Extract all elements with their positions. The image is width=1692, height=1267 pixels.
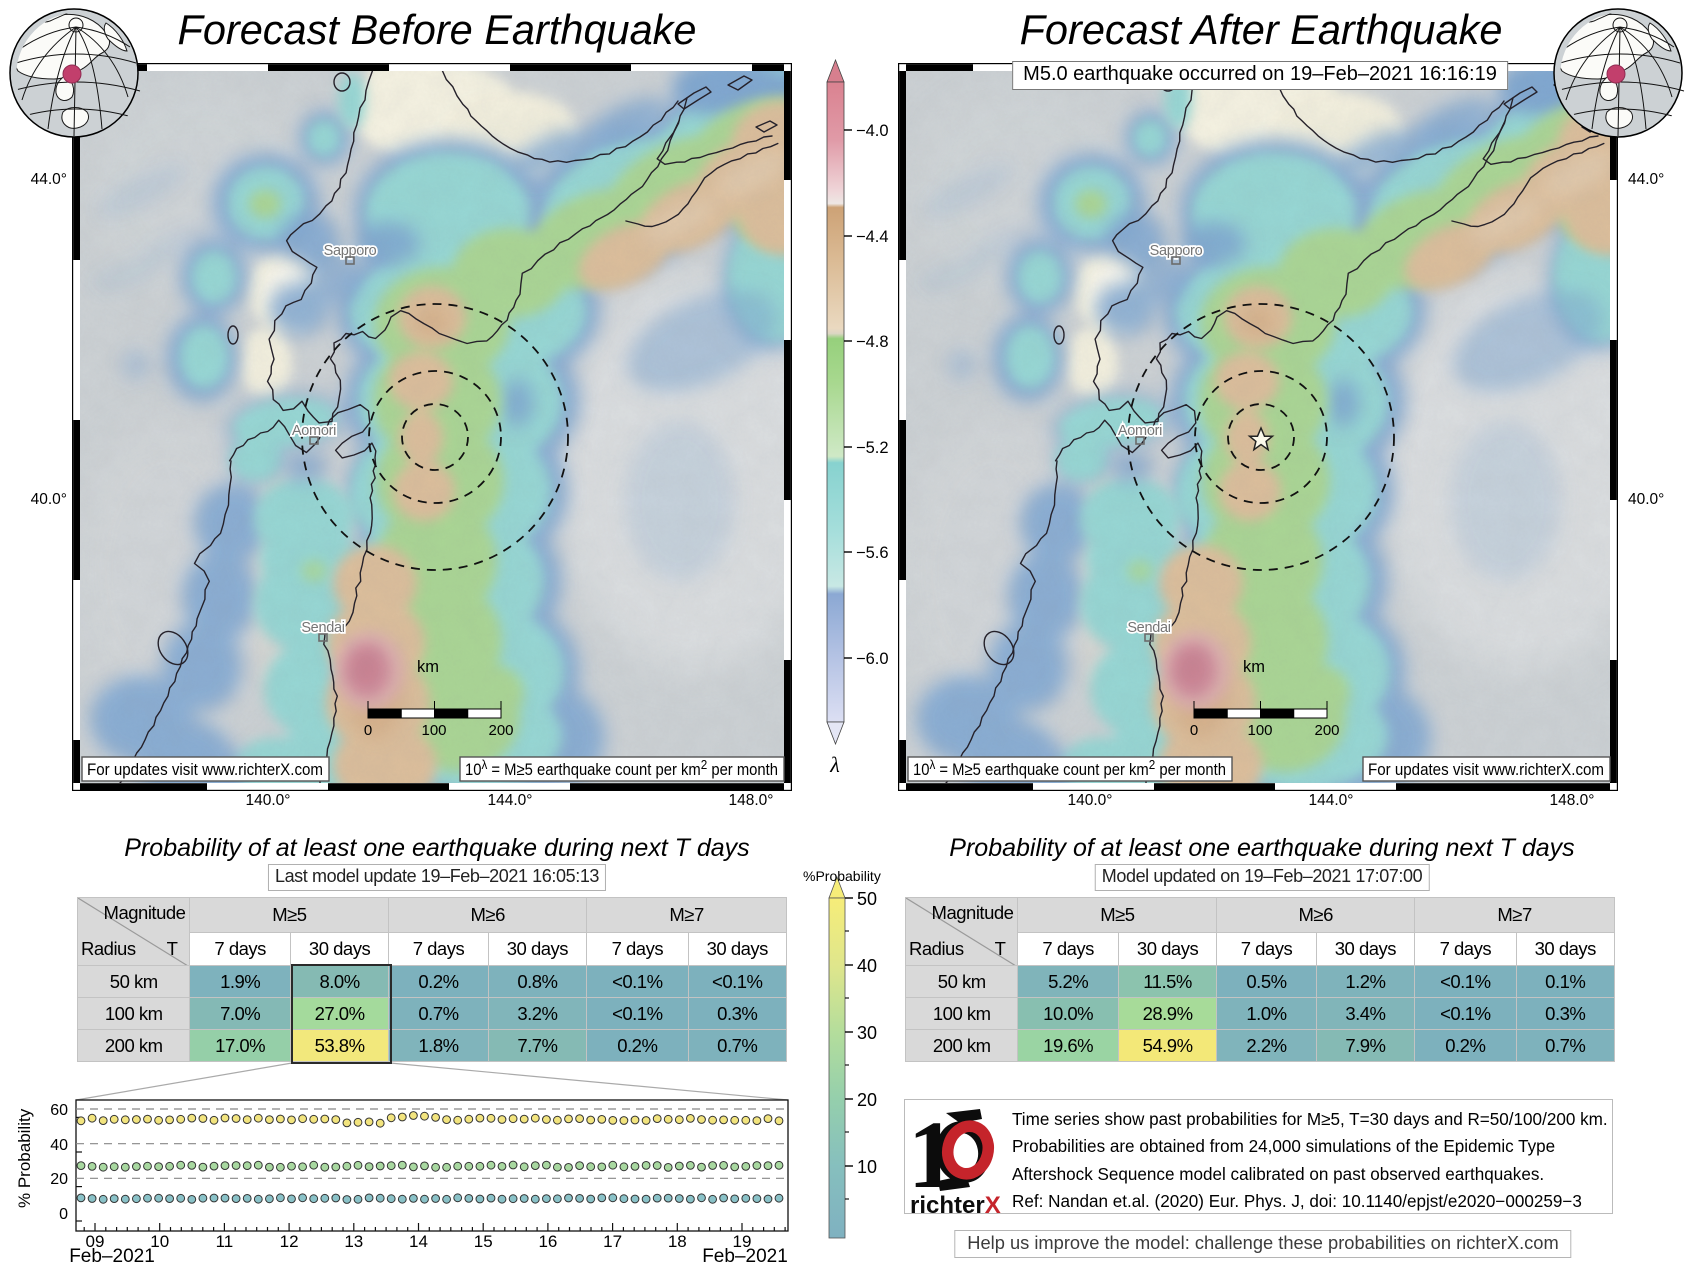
svg-text:0: 0 [59, 1206, 68, 1223]
svg-text:40: 40 [857, 956, 877, 976]
svg-text:For updates visit www.richterX: For updates visit www.richterX.com [87, 761, 323, 779]
svg-text:λ: λ [829, 752, 840, 777]
svg-text:30: 30 [857, 1023, 877, 1043]
svg-text:19: 19 [733, 1232, 752, 1251]
svg-text:15: 15 [474, 1232, 493, 1251]
svg-text:14: 14 [409, 1232, 428, 1251]
svg-text:% Probability: % Probability [15, 1108, 34, 1208]
svg-text:10λ = M≥5 earthquake count per: 10λ = M≥5 earthquake count per km2 per m… [913, 757, 1226, 779]
svg-text:Feb–2021: Feb–2021 [69, 1246, 155, 1267]
svg-text:09: 09 [86, 1232, 105, 1251]
svg-text:For updates visit www.richterX: For updates visit www.richterX.com [1368, 761, 1604, 779]
svg-text:17: 17 [603, 1232, 622, 1251]
svg-text:10: 10 [857, 1157, 877, 1177]
svg-text:−4.0: −4.0 [856, 122, 889, 140]
svg-text:20: 20 [857, 1090, 877, 1110]
svg-text:11: 11 [216, 1232, 234, 1251]
svg-text:40: 40 [50, 1137, 68, 1154]
svg-text:50: 50 [857, 889, 877, 909]
svg-text:60: 60 [50, 1102, 68, 1119]
svg-text:20: 20 [50, 1171, 68, 1188]
svg-text:−4.4: −4.4 [856, 228, 889, 246]
svg-text:−6.0: −6.0 [856, 650, 889, 668]
svg-text:Feb–2021: Feb–2021 [702, 1246, 788, 1267]
svg-text:18: 18 [668, 1232, 687, 1251]
svg-text:16: 16 [538, 1232, 557, 1251]
svg-text:13: 13 [344, 1232, 363, 1251]
svg-text:−5.6: −5.6 [856, 544, 889, 562]
svg-text:10λ = M≥5 earthquake count per: 10λ = M≥5 earthquake count per km2 per m… [465, 757, 778, 779]
svg-text:12: 12 [280, 1232, 299, 1251]
svg-text:%Probability: %Probability [803, 868, 881, 884]
svg-text:richterX: richterX [910, 1192, 1001, 1219]
svg-text:−5.2: −5.2 [856, 439, 889, 457]
svg-text:10: 10 [150, 1232, 169, 1251]
svg-text:−4.8: −4.8 [856, 333, 889, 351]
